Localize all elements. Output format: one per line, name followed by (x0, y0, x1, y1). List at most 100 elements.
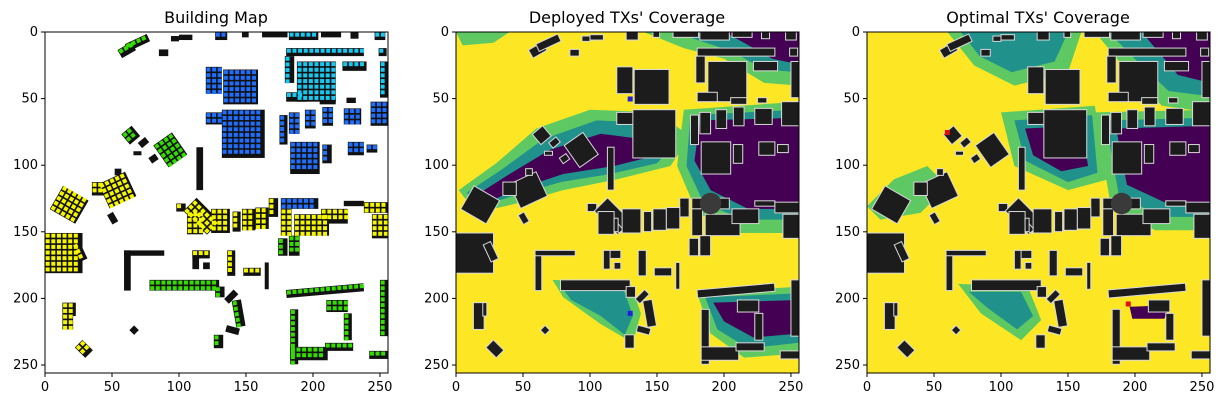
building-dot (250, 110, 255, 115)
x-tick-label: 100 (989, 380, 1014, 395)
building-dot (222, 144, 227, 149)
building-dot (331, 84, 336, 89)
building (268, 198, 279, 217)
building (1036, 32, 1050, 41)
building (133, 151, 142, 156)
building-dot (320, 62, 325, 67)
building-dot (380, 32, 385, 37)
building-dot (229, 87, 234, 92)
building-dot (376, 102, 381, 107)
building-dot (68, 208, 74, 215)
building-dot (187, 223, 192, 228)
building (374, 32, 386, 41)
building-dot (338, 306, 343, 311)
building (675, 261, 681, 290)
building-dot (380, 291, 385, 296)
building-dot (211, 215, 216, 220)
building-dot (331, 343, 336, 348)
building-dot (325, 62, 330, 67)
building-dot (233, 144, 238, 149)
building-dot (296, 347, 301, 352)
building (342, 61, 367, 71)
building-dot (155, 286, 160, 291)
building-dot (295, 118, 300, 123)
building (534, 249, 543, 292)
building-dot (331, 95, 336, 100)
building-dot (380, 84, 385, 89)
building-dot (178, 280, 183, 285)
building-dot (171, 158, 178, 165)
building-dot (295, 129, 300, 134)
building-dot (379, 48, 384, 53)
building-dot (50, 205, 57, 211)
building-dot (211, 209, 216, 214)
building (633, 69, 670, 105)
building-dot (228, 121, 233, 126)
building-dot (311, 116, 316, 121)
building-dot (255, 268, 260, 273)
building-dot (306, 220, 311, 225)
building-dot (332, 215, 337, 220)
building-dot (354, 142, 359, 147)
building-dot (311, 214, 316, 219)
building-dot (63, 314, 68, 319)
x-tick-label: 50 (104, 380, 121, 395)
building (635, 324, 652, 336)
building-dot (380, 67, 385, 72)
building-dot (308, 90, 313, 95)
building (1142, 208, 1171, 225)
building (539, 324, 551, 336)
building-dot (300, 220, 305, 225)
building-dots (372, 214, 388, 236)
building-dot (246, 92, 251, 97)
building-dot (68, 196, 75, 202)
building-dot (168, 153, 175, 160)
building-dot (290, 159, 295, 164)
building-dot (302, 159, 307, 164)
building-dot (313, 165, 318, 170)
building-dot (354, 62, 359, 67)
building-dot (250, 121, 255, 126)
building-dot (289, 124, 294, 129)
building-dot (311, 231, 316, 236)
building (1099, 237, 1111, 257)
building (196, 147, 204, 191)
building-dot (161, 286, 166, 291)
building-dot (367, 145, 372, 150)
building-dot (281, 220, 286, 225)
building (1064, 267, 1084, 277)
building-dot (256, 132, 261, 137)
building-dot (304, 204, 309, 209)
building-dot (290, 153, 295, 158)
building (643, 211, 653, 233)
building-dot (250, 132, 255, 137)
building-dot (308, 84, 313, 89)
building-dot (172, 280, 177, 285)
building-dot (302, 148, 307, 153)
building-dots (371, 102, 387, 124)
building-dot (383, 231, 388, 236)
building-dot (372, 214, 377, 219)
building-dot (126, 188, 133, 194)
building-dots (369, 351, 386, 356)
building-dot (296, 353, 301, 358)
building (379, 279, 388, 337)
building-dot (297, 73, 302, 78)
x-tick-label: 200 (301, 380, 326, 395)
building-map-panel: Building Map 0 50 100 150 200 250050100150200… (13, 8, 392, 395)
building-dot (307, 159, 312, 164)
building-dot (248, 209, 253, 214)
building-dot (375, 32, 380, 37)
building-dot (331, 286, 336, 291)
building-dot (383, 220, 388, 225)
building-dot (73, 256, 78, 261)
building (290, 309, 299, 365)
building-dots (214, 335, 219, 346)
building-dots (232, 300, 241, 328)
building-dot (246, 98, 251, 103)
building-dot (300, 226, 305, 231)
building-dot (331, 62, 336, 67)
building-dot (141, 35, 147, 41)
building-dot (289, 32, 294, 37)
building-dots (289, 113, 300, 134)
